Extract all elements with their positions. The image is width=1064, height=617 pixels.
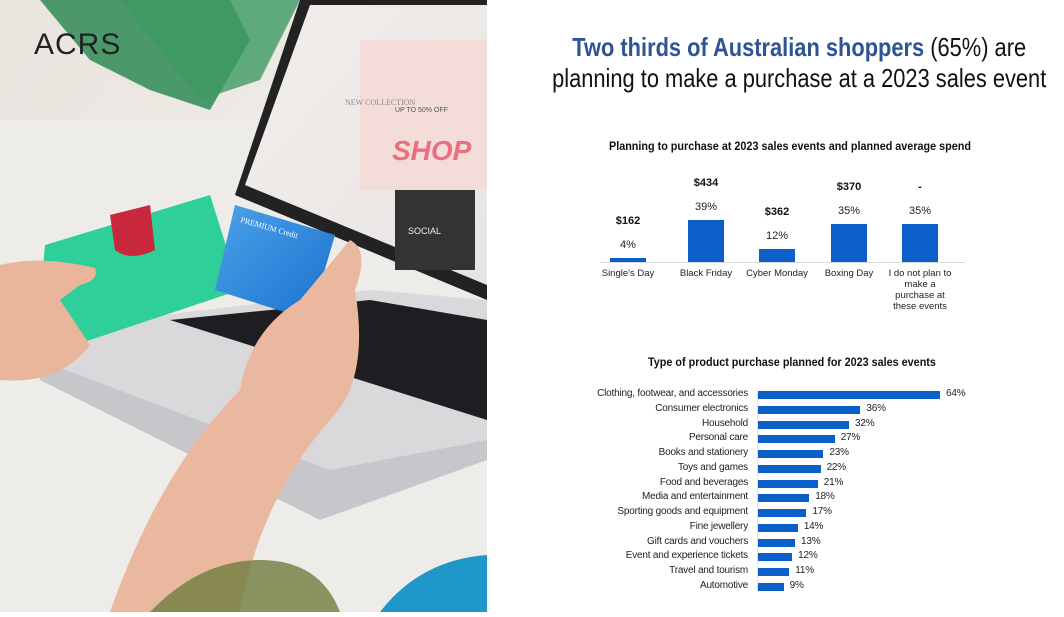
category-label: Clothing, footwear, and accessories <box>597 388 748 399</box>
value-label: 18% <box>815 491 835 503</box>
bar-1 <box>758 405 861 414</box>
bar-8 <box>758 509 807 517</box>
category-label: I do not plan to make a purchase at thes… <box>888 268 952 312</box>
bar-11 <box>758 553 793 562</box>
chart2-axis <box>757 390 758 592</box>
value-label: 13% <box>800 535 821 547</box>
category-label: Boxing Day <box>824 268 874 279</box>
value-label: 27% <box>840 432 861 444</box>
value-label: 32% <box>855 417 875 429</box>
bar-5 <box>758 464 821 473</box>
category-label: Travel and tourism <box>669 565 748 576</box>
bar-3 <box>758 435 835 444</box>
category-label: Personal care <box>688 432 748 444</box>
value-label: 12% <box>798 550 818 562</box>
value-label: 39% <box>694 201 718 213</box>
headline-highlight: Two thirds of Australian shoppers <box>572 32 925 62</box>
bar-2 <box>758 420 849 429</box>
value-label: 64% <box>946 388 966 399</box>
value-label: 14% <box>803 520 824 532</box>
spend-label: $370 <box>836 181 862 194</box>
value-label: 22% <box>826 461 847 473</box>
value-label: 17% <box>812 506 832 517</box>
acrs-logo: ACRS <box>34 28 122 61</box>
spend-label: $434 <box>693 177 719 189</box>
value-label: 35% <box>837 205 861 218</box>
bar-4 <box>902 224 938 262</box>
category-label: Books and stationery <box>658 447 749 458</box>
category-label: Consumer electronics <box>655 402 748 414</box>
chart2-title: Type of product purchase planned for 202… <box>648 355 936 369</box>
value-label: 35% <box>908 205 932 218</box>
screen-text: NEW COLLECTION <box>345 98 416 107</box>
value-label: 36% <box>866 402 886 414</box>
page-headline: Two thirds of Australian shoppers (65%) … <box>547 32 1051 94</box>
bar-9 <box>758 523 798 532</box>
bar-10 <box>758 538 795 547</box>
category-label: Sporting goods and equipment <box>617 506 748 517</box>
bar-6 <box>758 479 818 488</box>
shopping-photo-illustration: NEW COLLECTION UP TO 50% OFF SHOP SOCIAL… <box>0 0 487 612</box>
headline-rest: (65%) are <box>924 32 1027 62</box>
category-label: Gift cards and vouchers <box>646 535 748 547</box>
value-label: 23% <box>829 447 849 458</box>
bar-12 <box>758 568 790 576</box>
hero-photo: NEW COLLECTION UP TO 50% OFF SHOP SOCIAL… <box>0 0 487 612</box>
bar-7 <box>758 494 810 503</box>
bar-2 <box>759 249 795 262</box>
headline-line2: planning to make a purchase at a 2023 sa… <box>552 63 1047 93</box>
bar-0 <box>610 257 646 262</box>
screen-text: SHOP <box>392 135 472 166</box>
category-label: Single's Day <box>601 268 655 279</box>
bar-4 <box>758 450 824 458</box>
category-label: Automotive <box>699 579 748 591</box>
value-label: 12% <box>765 230 789 243</box>
screen-text: UP TO 50% OFF <box>395 107 448 114</box>
bar-3 <box>831 224 867 262</box>
chart1-baseline <box>600 262 965 263</box>
category-label: Household <box>701 417 748 429</box>
spend-label: $162 <box>615 214 641 227</box>
value-label: 21% <box>823 476 844 488</box>
screen-text: SOCIAL <box>408 226 441 236</box>
category-label: Media and entertainment <box>641 491 748 503</box>
spend-label: - <box>918 181 922 194</box>
bar-1 <box>688 220 724 262</box>
category-label: Food and beverages <box>659 476 748 488</box>
value-label: 11% <box>795 565 814 576</box>
category-label: Toys and games <box>677 461 748 473</box>
category-label: Black Friday <box>679 268 733 279</box>
bar-13 <box>758 582 784 591</box>
spend-label: $362 <box>764 206 790 219</box>
category-label: Cyber Monday <box>746 268 808 279</box>
bar-0 <box>758 391 940 399</box>
chart1-title: Planning to purchase at 2023 sales event… <box>609 139 971 153</box>
category-label: Event and experience tickets <box>625 550 748 562</box>
category-label: Fine jewellery <box>689 520 749 532</box>
value-label: 4% <box>620 238 636 251</box>
value-label: 9% <box>789 579 804 591</box>
